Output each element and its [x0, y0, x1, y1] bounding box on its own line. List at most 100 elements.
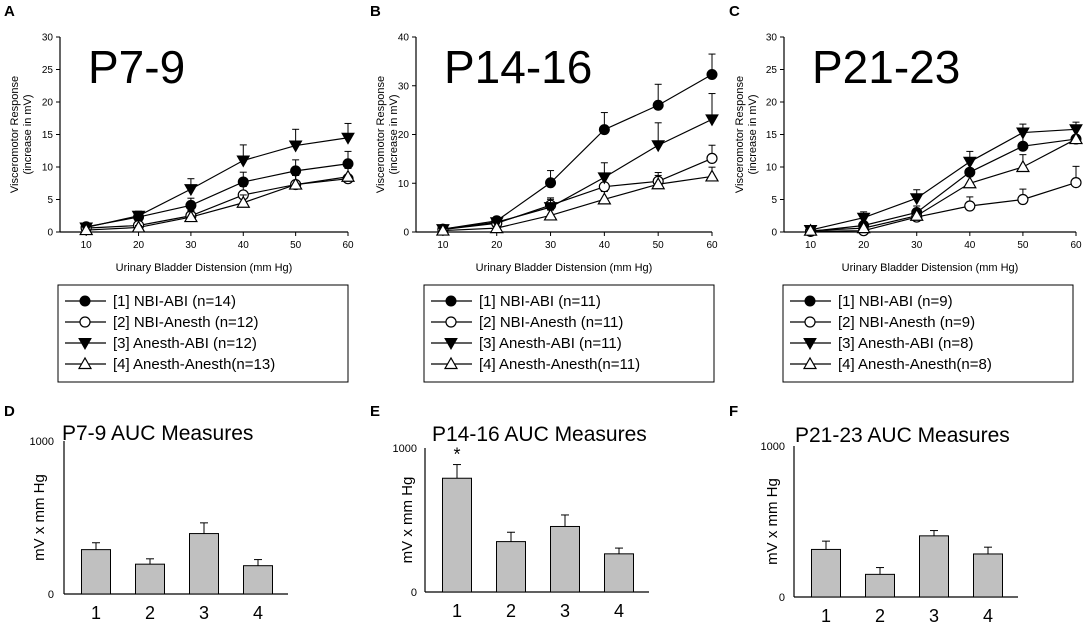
data-point [489, 220, 504, 234]
category-label: 3 [929, 606, 939, 626]
category-label: 1 [452, 601, 462, 621]
legend-marker [77, 356, 93, 370]
legend-marker [445, 295, 457, 307]
bar [496, 541, 526, 593]
data-point [79, 222, 94, 236]
legend-entry: [1] NBI-ABI (n=14) [113, 293, 236, 310]
data-point [288, 140, 303, 153]
data-point [236, 195, 251, 208]
data-point [1070, 177, 1082, 189]
line-chart-panel-a: A 0 5 10 15 20 25 30 10 20 30 40 50 60 Urinary Bladder… [4, 3, 356, 383]
panel-letter: F [729, 403, 738, 420]
data-point [962, 156, 977, 169]
legend-marker [804, 295, 816, 307]
y-tick-label: 0 [411, 587, 417, 599]
y-axis-label-line-2: (increase in mV) [388, 94, 400, 174]
y-tick-label: 10 [42, 163, 54, 174]
data-point [598, 124, 610, 136]
series-2 [437, 144, 718, 236]
x-tick-label: 60 [1070, 240, 1082, 251]
x-tick-label: 40 [964, 240, 976, 251]
data-point [290, 165, 302, 177]
category-label: 1 [821, 606, 831, 626]
category-label: 1 [91, 603, 101, 623]
data-point [237, 176, 249, 188]
y-tick-label: 15 [766, 130, 778, 141]
legend-entry: [1] NBI-ABI (n=11) [479, 293, 601, 310]
bar-chart-panel-e: E P14-16 AUC Measures 0 1000 mV x mm Hg 1 * 2 3 4 [370, 403, 649, 621]
data-point [1017, 193, 1029, 206]
y-tick-label: 1000 [761, 441, 785, 453]
series-4 [79, 167, 356, 236]
y-tick-label: 10 [766, 163, 778, 174]
legend-marker [445, 316, 457, 328]
y-tick-label: 25 [42, 65, 54, 76]
data-point [435, 223, 450, 236]
series-line [810, 182, 1077, 232]
y-axis-label: mV x mm Hg [399, 477, 416, 564]
legend-entry: [4] Anesth-Anesth(n=8) [838, 356, 992, 373]
x-axis-label: Urinary Bladder Distension (mm Hg) [476, 262, 653, 274]
bar-chart-panel-d: D P7-9 AUC Measures 0 1000 mV x mm Hg 1 2 3 4 [4, 403, 288, 623]
x-tick-label: 50 [290, 240, 302, 251]
series-3 [79, 122, 355, 235]
y-axis-label: mV x mm Hg [31, 474, 48, 561]
category-label: 4 [614, 601, 624, 621]
bar-chart-panel-f: F P21-23 AUC Measures 0 1000 mV x mm Hg 1 2 3 4 [729, 403, 1018, 626]
data-point [856, 212, 871, 225]
bar [919, 535, 949, 598]
bar [243, 565, 273, 595]
y-tick-label: 0 [403, 228, 409, 239]
legend-entry: [2] NBI-Anesth (n=11) [479, 314, 623, 331]
x-tick-label: 10 [81, 240, 93, 251]
data-point [543, 208, 558, 221]
data-point [597, 192, 612, 205]
data-point [909, 208, 924, 221]
legend-marker [443, 356, 459, 370]
legend-box [782, 284, 1074, 383]
y-axis-label-line-2: (increase in mV) [747, 94, 759, 174]
chart-title: P14-16 AUC Measures [432, 423, 647, 446]
y-tick-label: 0 [771, 228, 777, 239]
data-point [803, 223, 818, 236]
category-label: 3 [560, 601, 570, 621]
y-tick-label: 20 [398, 130, 410, 141]
panel-letter: B [370, 3, 381, 20]
legend-entry: [1] NBI-ABI (n=9) [838, 293, 953, 310]
data-point [652, 99, 664, 111]
data-point [651, 140, 666, 153]
data-point [1016, 127, 1030, 140]
x-tick-label: 10 [805, 240, 817, 251]
chart-title: P14-16 [444, 41, 592, 93]
data-point [1017, 140, 1029, 152]
legend: [1] NBI-ABI (n=9) [2] NBI-Anesth (n=9) [3]… [782, 284, 1074, 383]
line-chart-panel-c: C 0 5 10 15 20 25 30 10 20 30 40 50 60 Urinary Bladder… [729, 3, 1084, 383]
x-tick-label: 20 [133, 240, 145, 251]
bar [442, 477, 472, 593]
y-tick-label: 25 [766, 65, 778, 76]
data-point [131, 220, 146, 233]
y-axis-label: mV x mm Hg [764, 478, 781, 565]
data-point [597, 172, 612, 185]
legend-entry: [2] NBI-Anesth (n=9) [838, 314, 975, 331]
chart-title: P7-9 [88, 41, 185, 93]
series-line [86, 137, 349, 229]
bar [811, 548, 841, 598]
data-point [236, 155, 251, 168]
y-axis-label-line-1: Visceromotor Response [734, 76, 746, 193]
series-4 [435, 166, 720, 236]
legend-entry: [3] Anesth-ABI (n=12) [113, 335, 257, 352]
category-label: 2 [875, 606, 885, 626]
x-tick-label: 30 [185, 240, 197, 251]
legend-marker [79, 316, 91, 328]
panel-letter: E [370, 403, 380, 420]
chart-title: P21-23 [812, 41, 960, 93]
legend-marker [804, 316, 816, 328]
bar [604, 553, 634, 593]
series-line [810, 138, 1077, 232]
legend-box [423, 284, 715, 383]
x-tick-label: 60 [706, 240, 718, 251]
series-line [442, 175, 713, 232]
legend-entry: [3] Anesth-ABI (n=11) [479, 335, 622, 352]
